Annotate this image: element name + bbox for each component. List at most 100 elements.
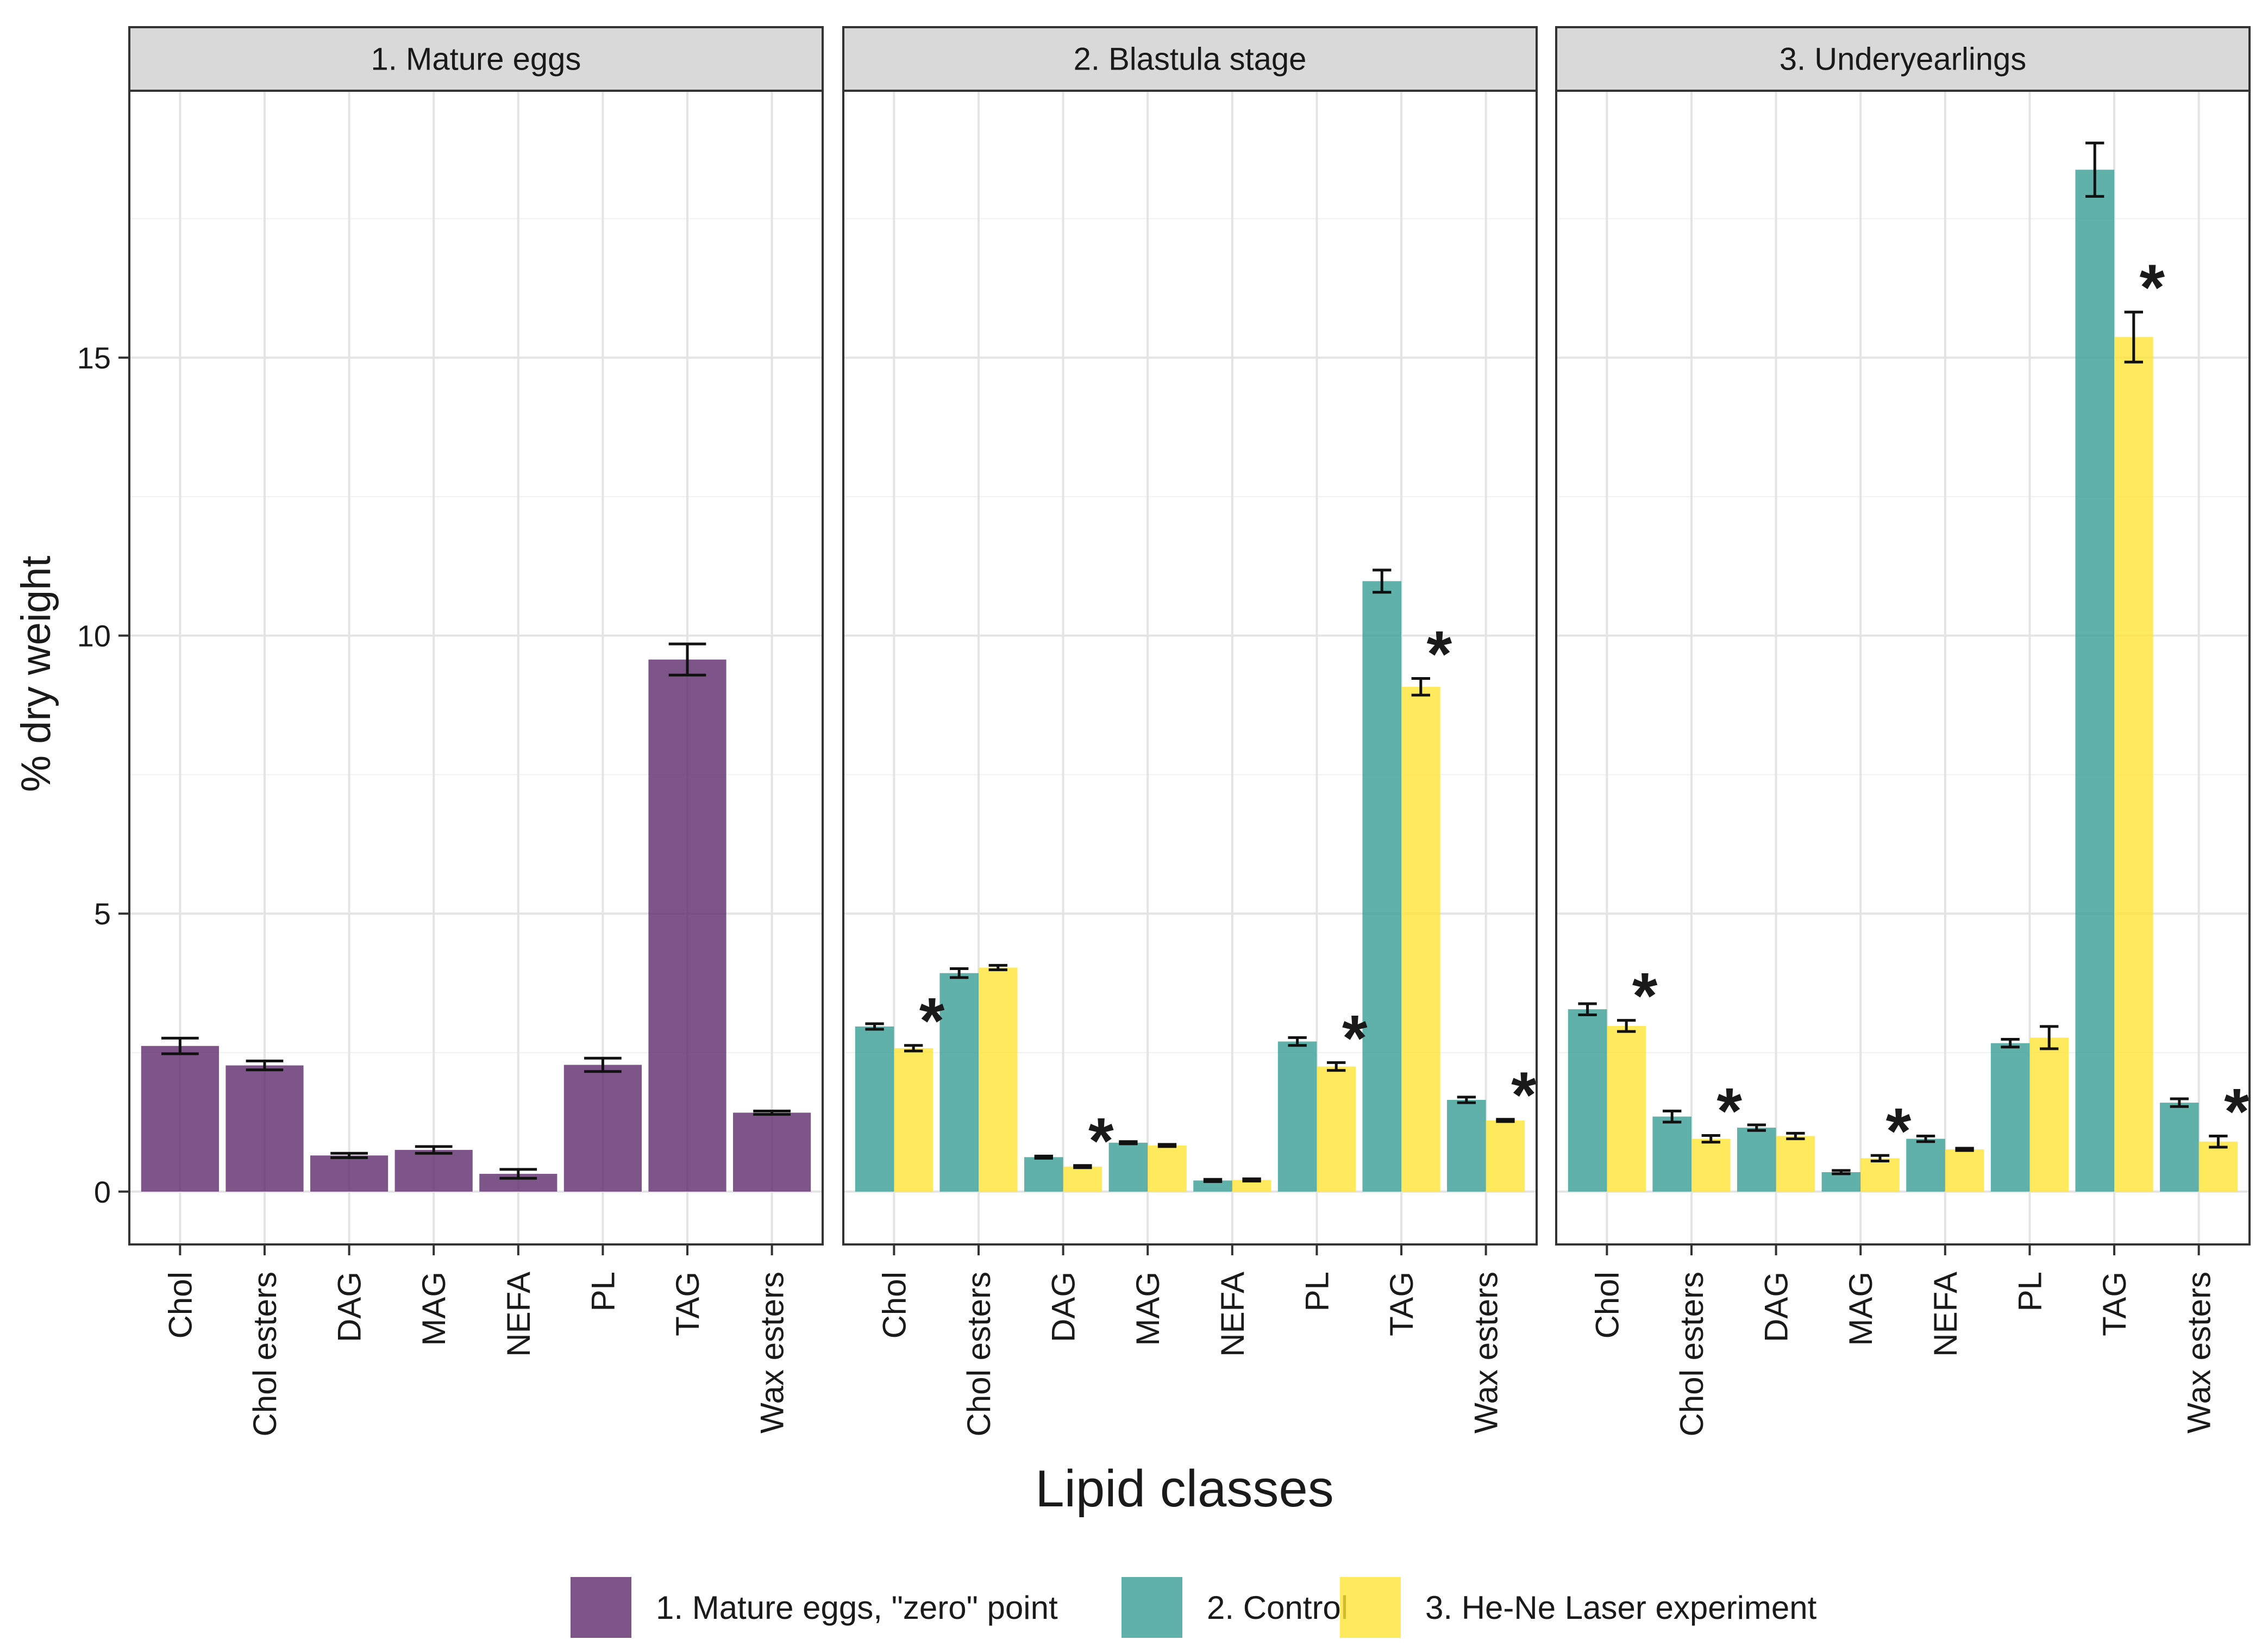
bar [1607, 1025, 1646, 1192]
bar [1945, 1149, 1984, 1192]
error-bar [2124, 310, 2143, 364]
error-bar [1916, 1134, 1935, 1143]
bar [1447, 1099, 1486, 1192]
legend-key [1340, 1577, 1401, 1638]
error-bar [988, 963, 1007, 972]
error-bar [1457, 1096, 1476, 1104]
bar [733, 1112, 811, 1192]
bar [1401, 686, 1440, 1192]
x-tick-label: Chol [1589, 1272, 1625, 1338]
bar [2198, 1141, 2238, 1192]
x-tick-label: PL [585, 1272, 621, 1311]
x-tick-label: Chol esters [1674, 1272, 1710, 1436]
bar [1821, 1172, 1861, 1192]
bar [2029, 1037, 2069, 1192]
error-bar [2085, 141, 2104, 198]
bar [1024, 1157, 1063, 1192]
panel-strip [128, 26, 824, 92]
error-bar [1157, 1143, 1177, 1148]
error-bar [1870, 1154, 1890, 1163]
bar [1108, 1142, 1148, 1192]
error-bar [2040, 1025, 2059, 1050]
x-axis-ticks: Chol Chol esters DAG MAG NEFA PL TAG Wax esters [162, 1244, 791, 1436]
bar [1232, 1180, 1271, 1192]
bar [2114, 337, 2153, 1192]
x-tick-label: MAG [1843, 1272, 1879, 1346]
error-bar [330, 1152, 368, 1159]
bar [978, 967, 1018, 1192]
error-bar [1747, 1123, 1766, 1132]
error-bar [1832, 1169, 1851, 1175]
bar [1860, 1158, 1900, 1192]
bar [1362, 581, 1402, 1192]
bar [225, 1065, 304, 1192]
bar [2075, 170, 2115, 1192]
error-bar [1663, 1109, 1682, 1124]
legend-item: 2. Control [1122, 1577, 1348, 1638]
bar [563, 1065, 642, 1192]
error-bar [584, 1056, 622, 1073]
error-bar [1242, 1177, 1261, 1182]
bar [894, 1048, 933, 1192]
panel-border [1555, 90, 2251, 1246]
bar [1486, 1120, 1525, 1192]
x-tick-label: DAG [1045, 1272, 1082, 1342]
bars: * * * * * [1568, 141, 2250, 1192]
error-bar [1496, 1118, 1515, 1123]
bar [141, 1046, 219, 1192]
panel-border [128, 90, 824, 1246]
bar [1990, 1043, 2030, 1192]
error-bar [1786, 1131, 1805, 1141]
bar [1906, 1138, 1945, 1192]
bar [1277, 1041, 1317, 1192]
x-tick-label: TAG [2096, 1272, 2133, 1336]
y-tick-label: 10 [77, 619, 111, 653]
x-tick-label: MAG [416, 1272, 452, 1346]
x-axis-ticks: Chol Chol esters DAG MAG NEFA PL TAG Wax esters [876, 1244, 1505, 1436]
error-bar [2209, 1134, 2228, 1149]
legend-label: 1. Mature eggs, "zero" point [656, 1590, 1058, 1626]
significance-marker: * [919, 985, 945, 1057]
error-bar [1119, 1140, 1138, 1146]
legend-item: 3. He-Ne Laser experiment [1340, 1577, 1817, 1638]
bar [2160, 1103, 2199, 1192]
panel-strip [1555, 26, 2251, 92]
legend-label: 3. He-Ne Laser experiment [1425, 1590, 1817, 1626]
panel-border [842, 90, 1538, 1246]
bar [1737, 1128, 1776, 1192]
error-bar [161, 1036, 199, 1055]
panels: 1. Mature eggs Chol Chol esters DAG MAG NEFA P… [77, 26, 2251, 1436]
error-bar [1073, 1164, 1092, 1169]
gridlines [129, 91, 823, 1244]
significance-marker: * [1511, 1059, 1537, 1131]
significance-marker: * [1632, 960, 1658, 1032]
significance-marker: * [1342, 1002, 1368, 1074]
legend: 1. Mature eggs, "zero" point 2. Control 3.… [571, 1577, 1817, 1638]
significance-marker: * [1088, 1105, 1114, 1178]
panel-1: 1. Mature eggs Chol Chol esters DAG MAG NEFA P… [77, 26, 824, 1436]
error-bar [1327, 1061, 1346, 1072]
bar [1063, 1166, 1102, 1192]
bars: * * * * * [855, 568, 1537, 1192]
panel-3: 3. Underyearlings * * * * * Chol Chol esters DAG… [1555, 26, 2251, 1436]
x-tick-label: PL [2012, 1272, 2048, 1311]
error-bar [1411, 677, 1430, 697]
x-tick-label: Wax esters [2181, 1272, 2217, 1434]
x-tick-label: TAG [1383, 1272, 1420, 1336]
error-bar [1578, 1002, 1597, 1016]
error-bar [415, 1145, 453, 1155]
x-axis-ticks: Chol Chol esters DAG MAG NEFA PL TAG Wax esters [1589, 1244, 2217, 1436]
error-bar [1034, 1154, 1053, 1160]
legend-key [1122, 1577, 1182, 1638]
significance-marker: * [2139, 251, 2165, 324]
error-bar [1288, 1036, 1307, 1047]
x-tick-label: TAG [669, 1272, 706, 1336]
x-tick-label: NEFA [500, 1272, 537, 1357]
panel-2: 2. Blastula stage * * * * * Chol Chol esters DAG… [842, 26, 1538, 1436]
bar [855, 1026, 894, 1192]
bar [394, 1150, 473, 1192]
y-axis-title: % dry weight [13, 555, 59, 792]
x-tick-label: NEFA [1214, 1272, 1251, 1357]
x-tick-label: PL [1299, 1272, 1335, 1311]
panel-strip [842, 26, 1538, 92]
